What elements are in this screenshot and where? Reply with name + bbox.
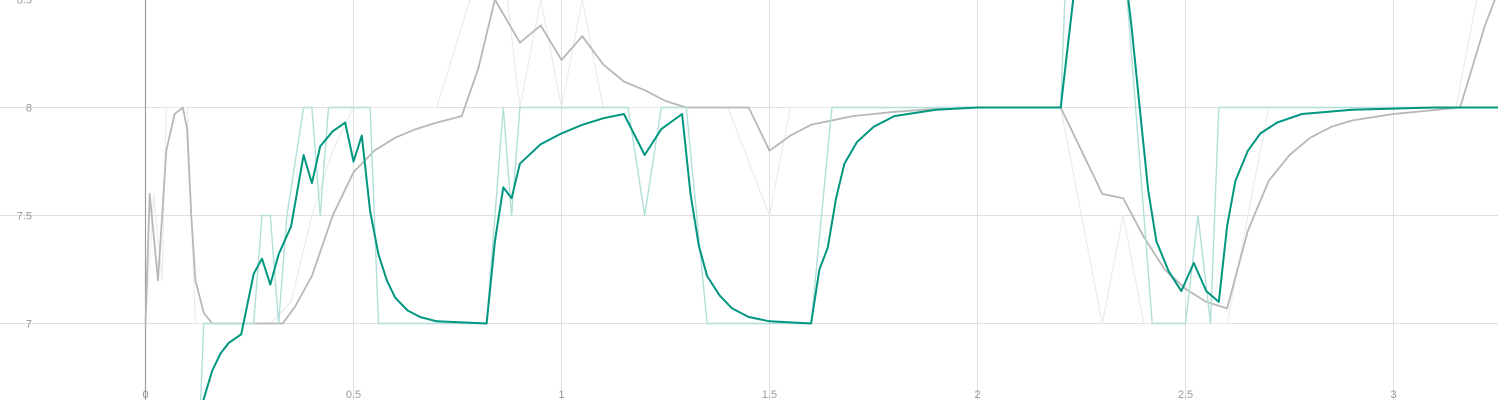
x-tick-label: 0.5 [346, 389, 361, 400]
y-tick-label: 7 [26, 319, 32, 331]
x-tick-label: 2.5 [1178, 389, 1193, 400]
x-tick-label: 1.5 [762, 389, 777, 400]
series-line-gray-smoothed [144, 0, 1496, 325]
x-tick-labels: .500.511.522.533.544.555.56 [142, 389, 1396, 400]
x-tick-label: 2 [974, 389, 980, 400]
y-tick-label: 7.5 [17, 211, 32, 223]
y-tick-label: 8.5 [17, 0, 32, 7]
series-line-gray-raw [144, 0, 1478, 325]
series-layer [144, 0, 1498, 400]
x-tick-label: 1 [558, 389, 564, 400]
x-tick-label: 0 [142, 389, 148, 400]
series-line-teal-raw [200, 0, 1498, 400]
y-tick-labels: 5.566.577.588.59 [17, 0, 32, 331]
x-tick-label: 3 [1390, 389, 1396, 400]
y-tick-label: 8 [26, 103, 32, 115]
series-line-teal-smoothed [202, 0, 1498, 400]
